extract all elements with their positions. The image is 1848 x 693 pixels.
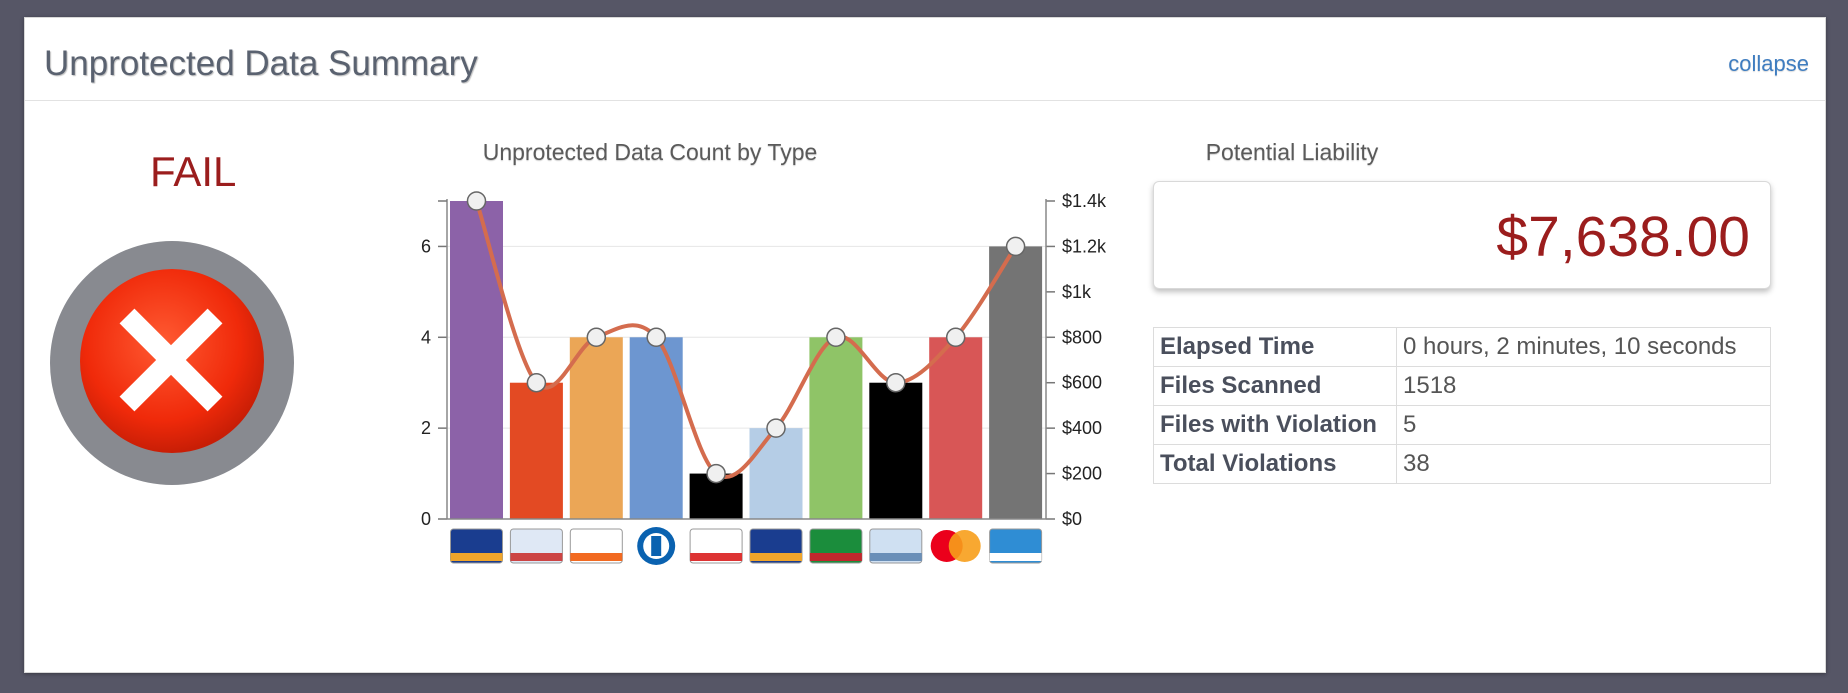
collapse-link[interactable]: collapse [1728, 51, 1809, 76]
discover-card-icon [570, 553, 623, 561]
bar [450, 201, 503, 519]
american-express-icon [989, 553, 1042, 561]
line-point [886, 372, 906, 393]
y-right-tick-label: $1k [1062, 282, 1092, 302]
y-left-tick-label: 0 [421, 509, 431, 529]
panel-header: Unprotected Data Summary collapse [25, 18, 1825, 101]
line-point [1005, 236, 1026, 257]
bar [569, 337, 623, 519]
status-label: FAIL [150, 148, 237, 195]
line-point [586, 327, 607, 348]
stat-value: 38 [1396, 444, 1771, 484]
stats-table: Elapsed Time 0 hours, 2 minutes, 10 seco… [1153, 327, 1771, 484]
fail-x-icon [50, 241, 294, 485]
chart-title: Unprotected Data Count by Type [482, 139, 818, 165]
stat-label: Total Violations [1153, 444, 1397, 484]
table-row: Elapsed Time 0 hours, 2 minutes, 10 seco… [1153, 327, 1771, 367]
stat-label: Files with Violation [1153, 405, 1397, 445]
liability-line [474, 200, 1018, 479]
bar [869, 382, 923, 519]
line-point [526, 372, 547, 393]
y-right-tick-label: $800 [1062, 327, 1102, 347]
line-point [466, 191, 487, 211]
bar [809, 337, 863, 519]
y-left-tick-label: 4 [421, 327, 431, 347]
y-right-tick-label: $200 [1062, 464, 1102, 484]
stat-value: 5 [1396, 405, 1771, 445]
line-point [945, 327, 966, 348]
mastercard-icon [948, 530, 981, 562]
id-card-icon [869, 553, 922, 561]
jcb-card-icon [809, 553, 862, 561]
visa-card-icon [450, 553, 503, 561]
line-point [766, 418, 786, 438]
y-left-tick-label: 6 [421, 236, 431, 256]
y-right-tick-label: $1.4k [1062, 191, 1107, 211]
stat-value: 0 hours, 2 minutes, 10 seconds [1396, 327, 1771, 367]
liability-title: Potential Liability [1205, 139, 1379, 165]
bar [929, 337, 983, 519]
bar [989, 246, 1043, 519]
bar [749, 428, 803, 519]
social-security-card-icon [510, 553, 563, 561]
y-right-tick-label: $600 [1062, 373, 1102, 393]
calendar-icon [690, 553, 743, 561]
line-point [706, 463, 726, 484]
stat-label: Elapsed Time [1153, 327, 1397, 367]
liability-box: $7,638.00 [1153, 181, 1771, 289]
stat-label: Files Scanned [1153, 366, 1397, 406]
y-right-tick-label: $1.2k [1062, 236, 1107, 256]
line-point [826, 327, 846, 348]
liability-value: $7,638.00 [1496, 205, 1750, 269]
table-row: Total Violations 38 [1153, 444, 1771, 484]
y-right-tick-label: $0 [1062, 509, 1082, 529]
diners-club-icon [651, 536, 662, 556]
visa-card-icon [750, 553, 802, 561]
panel-title: Unprotected Data Summary [44, 44, 478, 83]
line-point [646, 327, 666, 348]
bar [509, 382, 563, 519]
table-row: Files with Violation 5 [1153, 405, 1771, 445]
y-left-tick-label: 2 [421, 418, 431, 438]
y-right-tick-label: $400 [1062, 418, 1102, 438]
stat-value: 1518 [1396, 366, 1771, 406]
table-row: Files Scanned 1518 [1153, 366, 1771, 406]
bar [629, 337, 683, 519]
